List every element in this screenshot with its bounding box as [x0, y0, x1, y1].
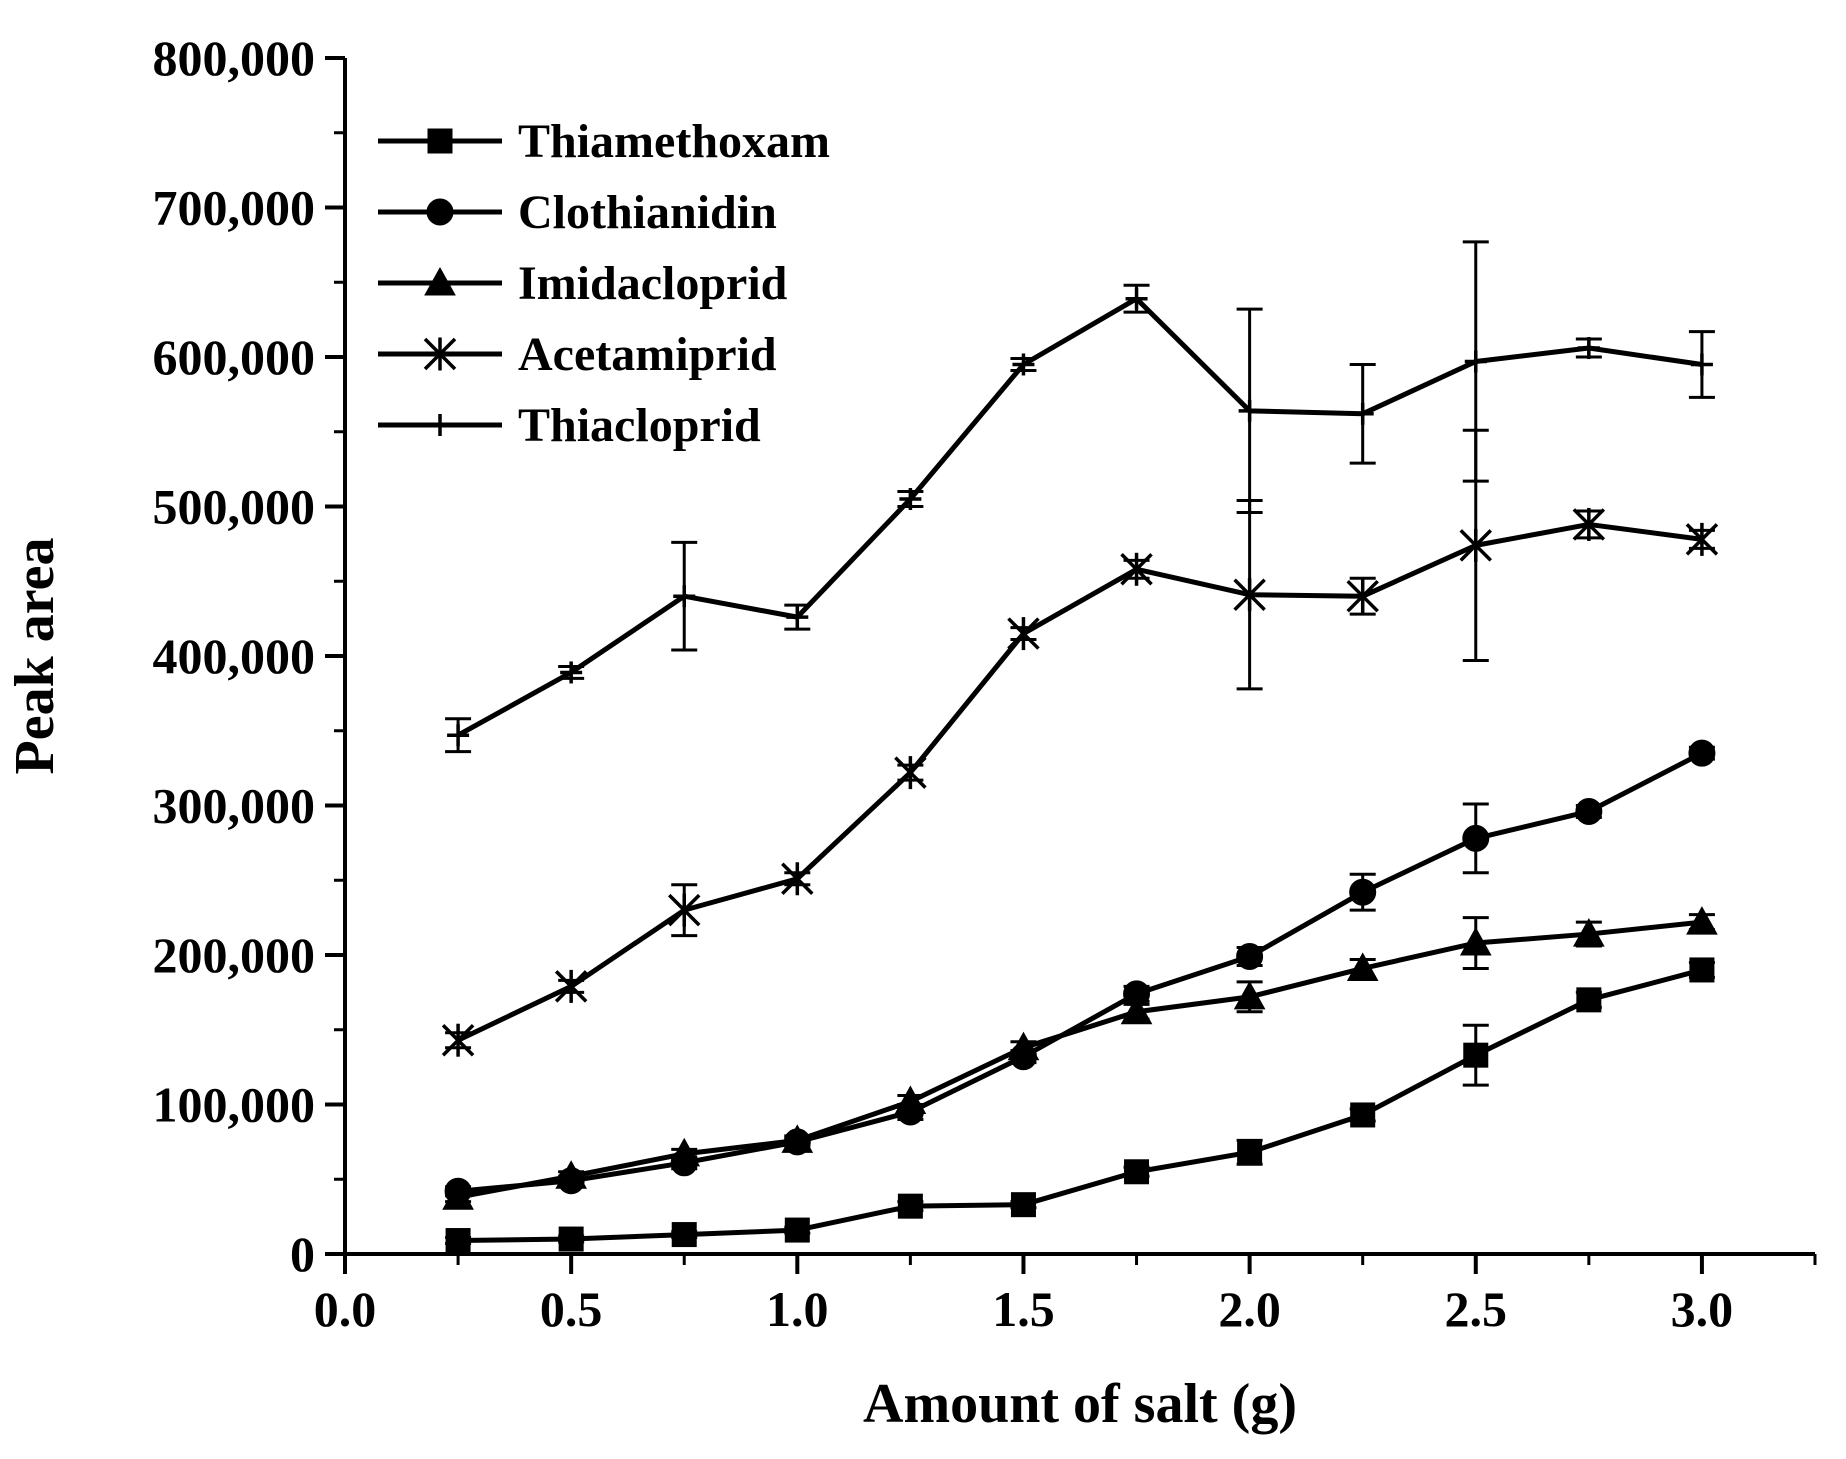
- data-point-thiamethoxam: [784, 1217, 810, 1243]
- data-point-acetamiprid: [1007, 617, 1040, 651]
- data-point-imidacloprid: [1346, 952, 1379, 981]
- x-tick-label: 2.5: [1445, 1281, 1508, 1337]
- x-tick-label: 1.5: [992, 1281, 1055, 1337]
- data-point-imidacloprid: [781, 1124, 814, 1153]
- data-point-imidacloprid: [1572, 918, 1605, 947]
- y-axis-title: Peak area: [4, 538, 66, 775]
- data-point-thiacloprid: [1351, 402, 1374, 425]
- data-point-thiamethoxam: [558, 1226, 584, 1252]
- legend-entry-thiamethoxam: Thiamethoxam: [378, 115, 830, 168]
- x-tick-label: 3.0: [1671, 1281, 1734, 1337]
- x-tick-label: 0.0: [314, 1281, 377, 1337]
- data-point-clothianidin: [1462, 824, 1490, 852]
- data-point-thiamethoxam: [445, 1228, 471, 1254]
- legend-marker-thiamethoxam: [427, 128, 453, 154]
- tick-labels: 0 100,000 200,000 300,000 400,000 500,000 600,…: [153, 30, 1734, 1337]
- data-point-thiamethoxam: [1576, 987, 1602, 1013]
- data-point-acetamiprid: [1233, 578, 1266, 612]
- data-point-clothianidin: [1349, 878, 1377, 906]
- y-tick-label: 200,000: [153, 927, 316, 983]
- data-point-thiacloprid: [1238, 399, 1261, 422]
- y-tick-label: 700,000: [153, 180, 316, 236]
- series-line-thiamethoxam: [458, 967, 1703, 1244]
- data-point-imidacloprid: [1007, 1031, 1040, 1061]
- y-tick-label: 800,000: [153, 30, 316, 86]
- legend: Thiamethoxam Clothianidin Imidacloprid Acet…: [378, 115, 830, 452]
- y-tick-label: 500,000: [153, 479, 316, 535]
- data-point-acetamiprid: [1572, 507, 1606, 541]
- data-point-thiacloprid: [1464, 350, 1487, 373]
- data-point-thiamethoxam: [1689, 957, 1715, 983]
- series-line-thiacloprid: [456, 296, 1703, 738]
- legend-entry-imidacloprid: Imidacloprid: [378, 257, 788, 310]
- data-point-acetamiprid: [1685, 522, 1719, 556]
- y-tick-label: 100,000: [153, 1077, 316, 1133]
- data-point-imidacloprid: [668, 1137, 701, 1167]
- y-tick-label: 400,000: [153, 628, 316, 684]
- data-point-acetamiprid: [667, 893, 701, 927]
- series-line-imidacloprid: [457, 919, 1703, 1200]
- data-point-thiacloprid: [1125, 287, 1148, 310]
- data-point-imidacloprid: [555, 1160, 588, 1189]
- data-point-imidacloprid: [1686, 906, 1718, 935]
- data-point-thiacloprid: [899, 488, 922, 511]
- data-point-thiamethoxam: [1350, 1102, 1376, 1128]
- data-point-thiacloprid: [560, 661, 583, 684]
- x-tick-label: 0.5: [540, 1281, 603, 1337]
- data-point-thiacloprid: [673, 585, 696, 608]
- data-point-thiacloprid: [1577, 337, 1600, 360]
- data-point-acetamiprid: [1120, 552, 1153, 586]
- series-line-acetamiprid: [457, 521, 1703, 1043]
- x-tick-label: 2.0: [1218, 1281, 1281, 1337]
- data-point-acetamiprid: [1346, 579, 1379, 613]
- error-bars: [445, 240, 1715, 1246]
- legend-marker-acetamiprid: [423, 337, 457, 371]
- y-tick-label: 0: [290, 1226, 315, 1282]
- data-point-imidacloprid: [1459, 927, 1492, 956]
- legend-marker-clothianidin: [426, 198, 454, 226]
- y-tick-label: 300,000: [153, 778, 316, 834]
- data-point-thiacloprid: [786, 606, 809, 629]
- data-point-thiamethoxam: [671, 1222, 697, 1248]
- data-point-thiamethoxam: [1463, 1042, 1489, 1068]
- x-axis-title: Amount of salt (g): [863, 1373, 1297, 1435]
- legend-entry-clothianidin: Clothianidin: [378, 186, 777, 239]
- data-point-thiacloprid: [1012, 353, 1035, 376]
- data-point-clothianidin: [1236, 942, 1264, 970]
- data-point-acetamiprid: [441, 1023, 475, 1057]
- legend-marker-thiacloprid: [429, 414, 451, 436]
- series-line-clothianidin: [457, 750, 1704, 1194]
- data-point-thiamethoxam: [1124, 1159, 1150, 1185]
- data-point-thiacloprid: [1690, 353, 1713, 376]
- data-point-imidacloprid: [442, 1181, 474, 1210]
- series-lines: [456, 296, 1704, 1244]
- data-point-imidacloprid: [894, 1085, 927, 1115]
- data-point-thiamethoxam: [1237, 1139, 1263, 1165]
- legend-label-thiamethoxam: Thiamethoxam: [518, 115, 830, 168]
- data-point-acetamiprid: [1459, 528, 1493, 562]
- data-point-thiamethoxam: [897, 1193, 923, 1219]
- data-point-imidacloprid: [1120, 995, 1153, 1025]
- data-point-clothianidin: [1575, 797, 1603, 825]
- legend-label-acetamiprid: Acetamiprid: [518, 328, 777, 381]
- y-tick-label: 600,000: [153, 329, 316, 385]
- data-point-acetamiprid: [554, 969, 588, 1003]
- data-point-acetamiprid: [781, 862, 814, 896]
- legend-label-imidacloprid: Imidacloprid: [518, 257, 788, 310]
- data-point-thiacloprid: [447, 724, 470, 747]
- legend-label-clothianidin: Clothianidin: [518, 186, 777, 239]
- data-point-acetamiprid: [894, 756, 927, 790]
- data-point-clothianidin: [1688, 739, 1716, 767]
- ticks: [325, 56, 1817, 1274]
- data-point-thiamethoxam: [1010, 1192, 1036, 1218]
- legend-marker-imidacloprid: [424, 266, 456, 296]
- markers: [441, 287, 1719, 1254]
- x-tick-label: 1.0: [766, 1281, 829, 1337]
- legend-entry-thiacloprid: Thiacloprid: [378, 399, 761, 452]
- legend-entry-acetamiprid: Acetamiprid: [378, 328, 777, 381]
- legend-label-thiacloprid: Thiacloprid: [518, 399, 761, 452]
- data-point-imidacloprid: [1233, 980, 1266, 1010]
